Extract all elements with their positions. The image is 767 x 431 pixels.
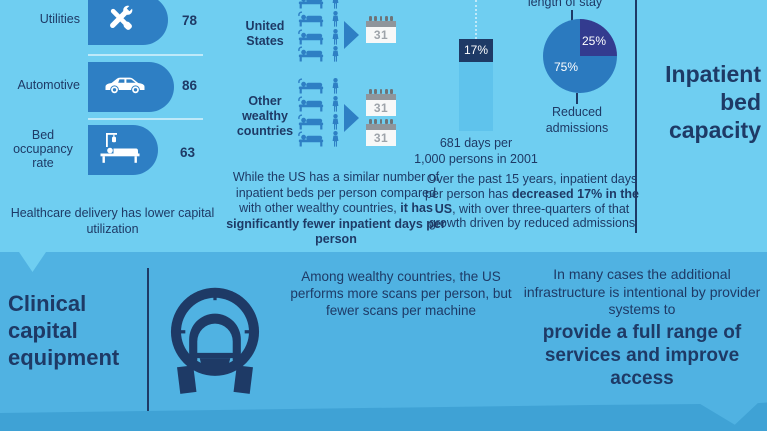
calendar-icon: 31 bbox=[366, 89, 396, 116]
utilization-value: 86 bbox=[182, 78, 198, 93]
person-icon bbox=[331, 0, 340, 14]
divider bbox=[88, 118, 203, 120]
utilization-value: 78 bbox=[182, 13, 198, 28]
person-icon bbox=[331, 95, 340, 117]
section-notch bbox=[19, 252, 46, 272]
section-divider bbox=[635, 0, 637, 233]
bed-icon bbox=[298, 113, 324, 135]
decline-drivers-pie bbox=[543, 19, 617, 93]
bed-icon bbox=[298, 11, 324, 32]
pie-top-label: length of stay bbox=[527, 0, 603, 9]
decline-bar-pct: 17% bbox=[459, 39, 493, 62]
bed-person-row bbox=[298, 131, 340, 152]
arrow-right-icon bbox=[344, 104, 359, 137]
utilization-bar-utilities bbox=[88, 0, 168, 45]
owc-beds-pictogram bbox=[298, 78, 340, 154]
calendar-icon: 31 bbox=[366, 16, 396, 43]
utilization-caption: Healthcare delivery has lower capital ut… bbox=[10, 206, 215, 236]
clinical-capital-equipment-section: Clinical capital equipment Among wealthy… bbox=[0, 252, 767, 431]
decline-note: Over the past 15 years, inpatient days p… bbox=[424, 172, 639, 231]
bed-person-row bbox=[298, 28, 340, 50]
infrastructure-note-bold: provide a full range of services and imp… bbox=[542, 321, 742, 389]
decline-bar-caption: 681 days per 1,000 persons in 2001 bbox=[414, 136, 538, 166]
bed-person-row bbox=[298, 0, 340, 14]
pie-bottom-label: Reduced admissions bbox=[545, 105, 609, 135]
calendar-icon: 31 bbox=[366, 119, 396, 146]
person-icon bbox=[331, 78, 340, 99]
inpatient-bed-capacity-section: Utilities 78 Automotive bbox=[10, 0, 761, 246]
divider bbox=[88, 54, 203, 56]
mri-note: Among wealthy countries, the US performs… bbox=[290, 269, 512, 318]
hospital-bed-icon bbox=[84, 132, 142, 169]
bed-person-row bbox=[298, 113, 340, 135]
bed-icon bbox=[298, 131, 324, 152]
bottom-decor-strip bbox=[0, 402, 767, 431]
bed-icon bbox=[298, 28, 324, 50]
dotted-reference-line bbox=[475, 0, 477, 39]
person-icon bbox=[331, 46, 340, 67]
infrastructure-note: In many cases the additional infrastruct… bbox=[518, 266, 766, 390]
decline-bar: 17% bbox=[459, 39, 493, 131]
pie-callout-line bbox=[576, 93, 578, 104]
car-icon bbox=[88, 74, 148, 100]
calendar-day: 31 bbox=[366, 100, 396, 116]
mri-scanner-icon bbox=[167, 282, 263, 400]
inpatient-section-title: Inpatient bed capacity bbox=[665, 61, 761, 143]
us-beds-pictogram bbox=[298, 0, 340, 69]
section-divider bbox=[147, 268, 149, 416]
bed-icon bbox=[298, 46, 324, 67]
person-icon bbox=[331, 113, 340, 135]
us-label: United States bbox=[245, 19, 285, 48]
bed-icon bbox=[298, 0, 324, 14]
bed-icon bbox=[298, 96, 324, 117]
utilization-value: 63 bbox=[180, 145, 196, 160]
utilization-row-label: Automotive bbox=[17, 78, 80, 92]
bed-icon bbox=[298, 78, 324, 99]
pie-main-pct: 75% bbox=[554, 60, 579, 74]
arrow-right-icon bbox=[344, 21, 359, 54]
bed-person-row bbox=[298, 46, 340, 67]
person-icon bbox=[331, 131, 340, 152]
utilization-bar-bed-occupancy bbox=[88, 125, 158, 175]
pie-slice-pct: 25% bbox=[582, 34, 607, 48]
calendar-day: 31 bbox=[366, 27, 396, 43]
person-icon bbox=[331, 10, 340, 32]
calendar-day: 31 bbox=[366, 130, 396, 146]
tools-icon bbox=[88, 0, 138, 41]
beds-vs-days-note: While the US has a similar number of inp… bbox=[226, 170, 446, 246]
person-icon bbox=[331, 28, 340, 50]
pie-callout-line bbox=[571, 10, 573, 22]
bed-person-row bbox=[298, 95, 340, 117]
bed-person-row bbox=[298, 78, 340, 99]
bed-person-row bbox=[298, 10, 340, 32]
utilization-bar-automotive bbox=[88, 62, 174, 112]
owc-label: Other wealthy countries bbox=[236, 94, 294, 138]
utilization-row-label: Utilities bbox=[39, 12, 80, 26]
utilization-row-label: Bed occupancy rate bbox=[13, 128, 73, 170]
clinical-section-title: Clinical capital equipment bbox=[8, 291, 120, 370]
